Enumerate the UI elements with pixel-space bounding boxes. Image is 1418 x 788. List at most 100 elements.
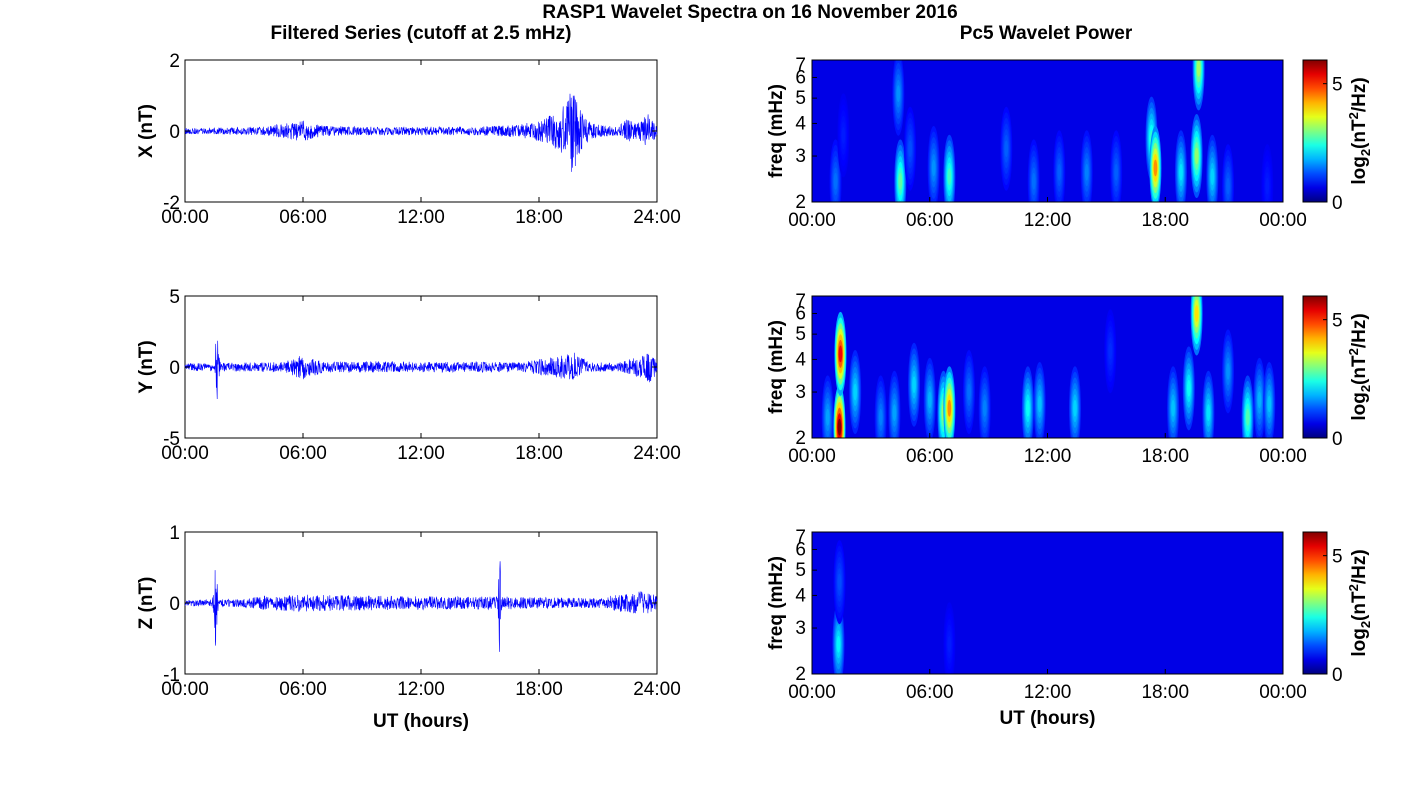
x-tick-label: 00:00: [788, 446, 836, 467]
trace-z: [184, 561, 658, 652]
power-blob: [1004, 140, 1009, 158]
x-tick-label: 06:00: [906, 682, 954, 703]
x-tick-label: 18:00: [1141, 446, 1189, 467]
panel-line-z: 00:00 06:00 12:00 18:00 24:00 -1 0 1 Z (nT) UT (h…: [136, 523, 681, 732]
x-tick-label: 06:00: [279, 443, 327, 464]
power-blob: [1210, 168, 1215, 186]
power-blob: [1194, 147, 1199, 165]
colorbar-tick-label: 0: [1332, 429, 1343, 450]
power-blob: [1267, 395, 1272, 413]
colorbar-label: log2(nT2/Hz): [1346, 77, 1373, 184]
y-tick-label: 6: [795, 539, 806, 560]
x-tick-label: 12:00: [1024, 682, 1072, 703]
x-tick-label: 12:00: [397, 443, 445, 464]
colorbar-gradient: [1302, 531, 1328, 675]
y-axis-label: X (nT): [136, 104, 157, 158]
right-column-title: Pc5 Wavelet Power: [960, 23, 1133, 44]
y-tick-label: 5: [795, 88, 806, 109]
y-tick-label: -5: [163, 429, 180, 450]
x-axis-label: UT (hours): [999, 708, 1095, 729]
power-blob: [1026, 399, 1030, 417]
power-blob: [841, 126, 846, 144]
x-tick-label: 00:00: [788, 210, 836, 231]
y-axis-label: Z (nT): [136, 577, 157, 630]
power-blob: [947, 635, 952, 653]
y-tick-label: 7: [795, 55, 806, 76]
heatmap-background: [812, 60, 1283, 202]
y-tick-label: 2: [169, 51, 180, 72]
power-blob: [1206, 404, 1211, 422]
x-tick-label: 18:00: [515, 443, 563, 464]
colorbar-tick-label: 5: [1332, 75, 1343, 96]
y-axis-label: Y (nT): [136, 340, 157, 393]
y-tick-label: 0: [169, 358, 180, 379]
x-tick-label: 12:00: [397, 207, 445, 228]
x-tick-label: 24:00: [633, 679, 681, 700]
x-tick-label: 00:00: [788, 682, 836, 703]
y-tick-label: -1: [163, 665, 180, 686]
x-tick-label: 18:00: [515, 679, 563, 700]
heatmap-blobs: [821, 296, 1276, 438]
x-tick-label: 00:00: [1259, 446, 1307, 467]
y-tick-label: 7: [795, 291, 806, 312]
y-tick-label: 4: [795, 585, 806, 606]
y-tick-label: 2: [795, 664, 806, 685]
y-tick-label: -2: [163, 193, 180, 214]
y-tick-label: 0: [169, 122, 180, 143]
power-blob: [878, 408, 883, 426]
x-tick-label: 18:00: [1141, 682, 1189, 703]
x-tick-label: 06:00: [279, 207, 327, 228]
y-tick-label: 4: [795, 113, 806, 134]
colorbar-tick-label: 0: [1332, 193, 1343, 214]
power-blob: [1108, 342, 1113, 360]
x-tick-label: 00:00: [1259, 210, 1307, 231]
x-tick-label: 12:00: [1024, 446, 1072, 467]
colorbar-tick-label: 5: [1332, 311, 1343, 332]
heatmap-blobs: [829, 60, 1274, 202]
power-blob: [896, 85, 901, 103]
y-axis-label: freq (mHz): [766, 556, 787, 650]
x-tick-label: 00:00: [161, 679, 209, 700]
trace-y: [184, 340, 658, 400]
power-blob: [1031, 172, 1036, 190]
x-tick-label: 06:00: [906, 446, 954, 467]
x-tick-label: 18:00: [515, 207, 563, 228]
y-tick-label: 2: [795, 428, 806, 449]
colorbar-label: log2(nT2/Hz): [1346, 549, 1373, 656]
colorbar-label: log2(nT2/Hz): [1346, 313, 1373, 420]
power-blob: [982, 399, 987, 417]
power-blob: [947, 399, 952, 417]
power-blob: [838, 345, 843, 363]
power-blob: [1194, 305, 1199, 322]
x-tick-label: 18:00: [1141, 210, 1189, 231]
power-blob: [927, 391, 932, 409]
power-blob: [1245, 408, 1250, 426]
power-blob: [833, 172, 838, 190]
power-blob: [931, 159, 936, 177]
power-blob: [853, 383, 857, 401]
x-tick-label: 06:00: [279, 679, 327, 700]
x-tick-label: 24:00: [633, 443, 681, 464]
power-blob: [912, 376, 916, 394]
power-blob: [892, 404, 897, 422]
panel-line-y: 00:00 06:00 12:00 18:00 24:00 -5 0 5 Y (nT): [136, 287, 681, 464]
power-blob: [1196, 60, 1201, 77]
left-column-title: Filtered Series (cutoff at 2.5 mHz): [271, 23, 572, 44]
power-blob: [837, 573, 842, 591]
x-tick-label: 12:00: [397, 679, 445, 700]
x-axis-label: UT (hours): [373, 711, 469, 732]
y-axis-label: freq (mHz): [766, 320, 787, 414]
power-blob: [1057, 163, 1062, 181]
power-blob: [837, 418, 842, 436]
power-blob: [1084, 163, 1089, 181]
x-tick-label: 12:00: [1024, 210, 1072, 231]
colorbar-tick-label: 0: [1332, 665, 1343, 686]
y-tick-label: 2: [795, 192, 806, 213]
x-tick-label: 24:00: [633, 207, 681, 228]
y-tick-label: 3: [795, 618, 806, 639]
